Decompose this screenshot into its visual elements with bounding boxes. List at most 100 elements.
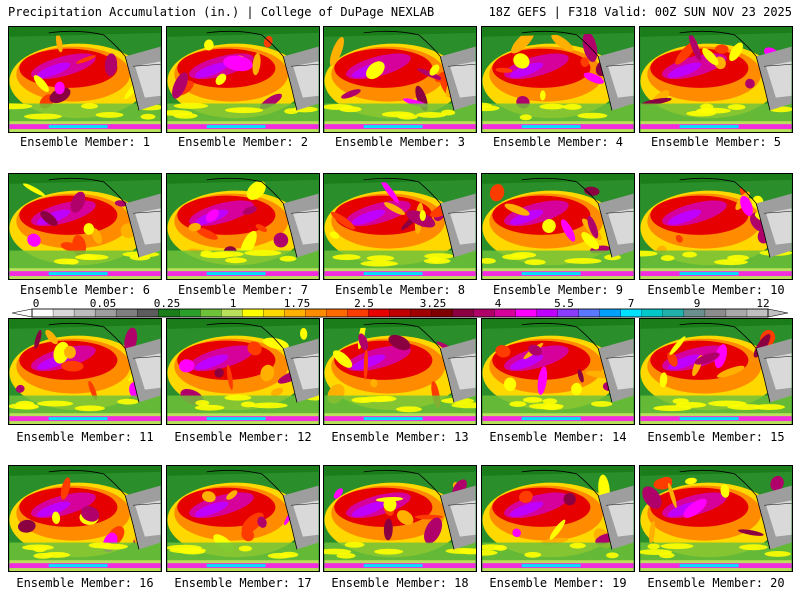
ensemble-member-label: Ensemble Member: 17 bbox=[174, 576, 312, 590]
ensemble-panel: Ensemble Member: 3 bbox=[323, 26, 477, 149]
ensemble-panel: Ensemble Member: 6 bbox=[8, 173, 162, 297]
colorbar-swatch bbox=[410, 308, 432, 318]
ensemble-panel: Ensemble Member: 16 bbox=[8, 465, 162, 590]
colorbar-swatch bbox=[389, 308, 411, 318]
ensemble-panel: Ensemble Member: 18 bbox=[323, 465, 477, 590]
precipitation-map bbox=[323, 173, 477, 280]
ensemble-panel: Ensemble Member: 7 bbox=[166, 173, 320, 297]
precipitation-map bbox=[8, 318, 162, 425]
precipitation-map bbox=[481, 173, 635, 280]
colorbar-tick-label: 1.75 bbox=[283, 297, 311, 310]
ensemble-member-label: Ensemble Member: 2 bbox=[177, 135, 309, 149]
precipitation-map bbox=[481, 465, 635, 572]
precipitation-map bbox=[166, 318, 320, 425]
colorbar-swatch bbox=[347, 308, 369, 318]
precipitation-map bbox=[8, 26, 162, 133]
colorbar-left-arrow bbox=[11, 308, 33, 318]
colorbar-tick-label: 2.5 bbox=[354, 297, 374, 310]
ensemble-panel: Ensemble Member: 2 bbox=[166, 26, 320, 149]
colorbar-swatch bbox=[641, 308, 664, 318]
colorbar-tick-label: 3.25 bbox=[419, 297, 447, 310]
colorbar-swatch bbox=[431, 308, 454, 318]
run-info: 18Z GEFS | F318 Valid: 00Z SUN NOV 23 20… bbox=[488, 5, 792, 19]
ensemble-panel: Ensemble Member: 8 bbox=[323, 173, 477, 297]
ensemble-member-label: Ensemble Member: 12 bbox=[174, 430, 312, 444]
precipitation-map bbox=[323, 318, 477, 425]
colorbar-tick-label: 7 bbox=[627, 297, 635, 310]
ensemble-panel: Ensemble Member: 19 bbox=[481, 465, 635, 590]
ensemble-panel: Ensemble Member: 5 bbox=[639, 26, 793, 149]
colorbar-tick-label: 5.5 bbox=[554, 297, 574, 310]
colorbar-swatch bbox=[599, 308, 622, 318]
ensemble-panel: Ensemble Member: 13 bbox=[323, 318, 477, 444]
precipitation-map bbox=[639, 26, 793, 133]
colorbar-swatch bbox=[158, 308, 180, 318]
colorbar-tick-label: 9 bbox=[693, 297, 701, 310]
colorbar-swatch bbox=[31, 308, 54, 318]
colorbar-swatch bbox=[221, 308, 243, 318]
colorbar-swatch bbox=[368, 308, 390, 318]
colorbar-swatch bbox=[704, 308, 727, 318]
ensemble-member-label: Ensemble Member: 8 bbox=[334, 283, 466, 297]
colorbar-swatch bbox=[536, 308, 559, 318]
colorbar-swatch bbox=[494, 308, 517, 318]
colorbar-swatch bbox=[725, 308, 748, 318]
ensemble-panel: Ensemble Member: 14 bbox=[481, 318, 635, 444]
precipitation-map bbox=[639, 173, 793, 280]
precipitation-map bbox=[8, 173, 162, 280]
precipitation-map bbox=[166, 173, 320, 280]
colorbar-swatch bbox=[305, 308, 327, 318]
ensemble-member-label: Ensemble Member: 18 bbox=[331, 576, 469, 590]
colorbar-swatch bbox=[452, 308, 475, 318]
precipitation-map bbox=[639, 318, 793, 425]
precipitation-map bbox=[166, 465, 320, 572]
ensemble-member-label: Ensemble Member: 9 bbox=[492, 283, 624, 297]
colorbar-swatch bbox=[242, 308, 264, 318]
ensemble-member-label: Ensemble Member: 3 bbox=[334, 135, 466, 149]
precipitation-map bbox=[481, 26, 635, 133]
ensemble-panel: Ensemble Member: 15 bbox=[639, 318, 793, 444]
ensemble-panel: Ensemble Member: 20 bbox=[639, 465, 793, 590]
colorbar-swatch bbox=[326, 308, 348, 318]
colorbar-swatch bbox=[473, 308, 496, 318]
ensemble-panel: Ensemble Member: 12 bbox=[166, 318, 320, 444]
colorbar-swatch bbox=[263, 308, 285, 318]
precipitation-map bbox=[481, 318, 635, 425]
ensemble-panel: Ensemble Member: 10 bbox=[639, 173, 793, 297]
colorbar-swatch bbox=[94, 308, 117, 318]
ensemble-member-label: Ensemble Member: 14 bbox=[489, 430, 627, 444]
precipitation-map bbox=[639, 465, 793, 572]
ensemble-member-label: Ensemble Member: 15 bbox=[647, 430, 785, 444]
ensemble-member-label: Ensemble Member: 1 bbox=[19, 135, 151, 149]
ensemble-member-label: Ensemble Member: 20 bbox=[647, 576, 785, 590]
colorbar-swatch bbox=[683, 308, 706, 318]
colorbar-swatch bbox=[284, 308, 306, 318]
precipitation-colorbar bbox=[11, 308, 789, 318]
colorbar-swatch bbox=[136, 308, 159, 318]
ensemble-member-label: Ensemble Member: 7 bbox=[177, 283, 309, 297]
colorbar-swatch bbox=[578, 308, 601, 318]
chart-title: Precipitation Accumulation (in.) | Colle… bbox=[8, 5, 435, 19]
ensemble-member-label: Ensemble Member: 6 bbox=[19, 283, 151, 297]
ensemble-member-label: Ensemble Member: 11 bbox=[16, 430, 154, 444]
ensemble-panel: Ensemble Member: 17 bbox=[166, 465, 320, 590]
precipitation-map bbox=[166, 26, 320, 133]
colorbar-swatch bbox=[662, 308, 685, 318]
ensemble-panel: Ensemble Member: 11 bbox=[8, 318, 162, 444]
precipitation-map bbox=[323, 26, 477, 133]
colorbar-tick-label: 0.05 bbox=[89, 297, 117, 310]
precipitation-map bbox=[8, 465, 162, 572]
ensemble-member-label: Ensemble Member: 16 bbox=[16, 576, 154, 590]
colorbar-right-arrow bbox=[767, 308, 789, 318]
colorbar-swatch bbox=[52, 308, 75, 318]
ensemble-member-label: Ensemble Member: 13 bbox=[331, 430, 469, 444]
ensemble-panel: Ensemble Member: 1 bbox=[8, 26, 162, 149]
colorbar-tick-label: 12 bbox=[756, 297, 770, 310]
ensemble-panel: Ensemble Member: 9 bbox=[481, 173, 635, 297]
colorbar-swatch bbox=[179, 308, 201, 318]
colorbar-tick-label: 0.25 bbox=[153, 297, 181, 310]
ensemble-member-label: Ensemble Member: 4 bbox=[492, 135, 624, 149]
ensemble-panel: Ensemble Member: 4 bbox=[481, 26, 635, 149]
ensemble-member-label: Ensemble Member: 5 bbox=[650, 135, 782, 149]
precipitation-map bbox=[323, 465, 477, 572]
